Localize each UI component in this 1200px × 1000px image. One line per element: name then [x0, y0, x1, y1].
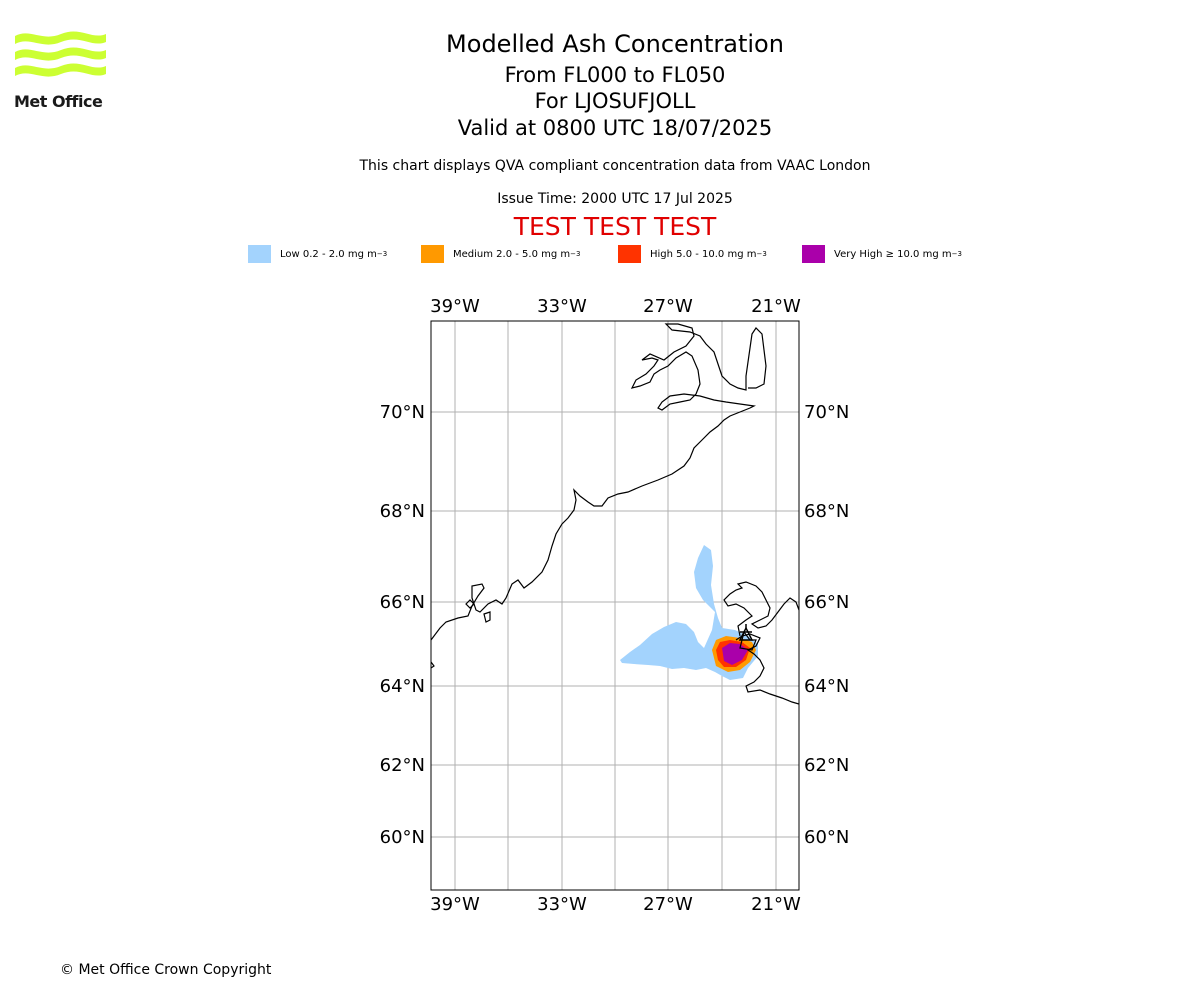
lat-label-right: 68°N — [804, 501, 849, 522]
coast-fragment — [431, 661, 435, 669]
lat-label-left: 66°N — [380, 592, 425, 613]
legend-high: High 5.0 - 10.0 mg m −3 — [618, 244, 767, 264]
legend-low-swatch — [248, 245, 271, 263]
legend-very-high-swatch — [802, 245, 825, 263]
legend-low: Low 0.2 - 2.0 mg m −3 — [248, 244, 387, 264]
legend-high-swatch — [618, 245, 641, 263]
lat-label-right: 60°N — [804, 827, 849, 848]
lat-label-left: 62°N — [380, 755, 425, 776]
lat-label-left: 68°N — [380, 501, 425, 522]
legend-high-label: High 5.0 - 10.0 mg m — [650, 248, 757, 260]
lat-label-right: 66°N — [804, 592, 849, 613]
volcano-marker-icon — [738, 624, 754, 641]
legend-low-exponent: −3 — [376, 250, 388, 258]
lat-label-left: 64°N — [380, 676, 425, 697]
lon-label-top: 27°W — [643, 296, 693, 317]
flight-level-range: From FL000 to FL050 — [504, 63, 726, 87]
issue-time: Issue Time: 2000 UTC 17 Jul 2025 — [497, 191, 733, 207]
map-frame — [430, 320, 800, 891]
greenland-coast — [431, 323, 767, 641]
lon-label-bottom: 39°W — [430, 894, 480, 915]
legend-medium-label: Medium 2.0 - 5.0 mg m — [453, 248, 571, 260]
lon-label-bottom: 27°W — [643, 894, 693, 915]
lat-label-right: 70°N — [804, 402, 849, 423]
lat-label-right: 62°N — [804, 755, 849, 776]
legend-low-label: Low 0.2 - 2.0 mg m — [280, 248, 377, 260]
legend-very-high-label: Very High ≥ 10.0 mg m — [834, 248, 952, 260]
lon-label-bottom: 21°W — [751, 894, 801, 915]
chart-title: Modelled Ash Concentration — [446, 30, 784, 58]
coast-island — [483, 611, 491, 623]
iceland-north-coast — [723, 581, 799, 637]
lat-label-left: 70°N — [380, 402, 425, 423]
legend-high-exponent: −3 — [756, 250, 767, 258]
copyright-notice: © Met Office Crown Copyright — [60, 962, 272, 978]
coastlines — [431, 323, 799, 705]
lon-label-bottom: 33°W — [537, 894, 587, 915]
lat-label-left: 60°N — [380, 827, 425, 848]
lon-label-top: 21°W — [751, 296, 801, 317]
coast-island — [465, 599, 475, 609]
legend-very-high: Very High ≥ 10.0 mg m −3 — [802, 244, 962, 264]
lat-label-right: 64°N — [804, 676, 849, 697]
graticule — [431, 321, 799, 890]
legend-medium: Medium 2.0 - 5.0 mg m −3 — [421, 244, 580, 264]
iceland-interior-line — [739, 630, 757, 651]
legend-medium-exponent: −3 — [570, 250, 581, 258]
chart-description: This chart displays QVA compliant concen… — [359, 158, 871, 174]
lon-label-top: 33°W — [537, 296, 587, 317]
met-office-wave-icon — [15, 31, 106, 77]
met-office-logo: Met Office — [14, 30, 108, 112]
legend-very-high-exponent: −3 — [951, 250, 962, 258]
test-banner: TEST TEST TEST — [513, 212, 717, 241]
valid-time: Valid at 0800 UTC 18/07/2025 — [457, 116, 773, 140]
lon-label-top: 39°W — [430, 296, 480, 317]
volcano-name: For LJOSUFJOLL — [534, 89, 696, 113]
iceland-coast — [735, 633, 799, 705]
legend-medium-swatch — [421, 245, 444, 263]
logo-wordmark: Met Office — [14, 92, 103, 111]
